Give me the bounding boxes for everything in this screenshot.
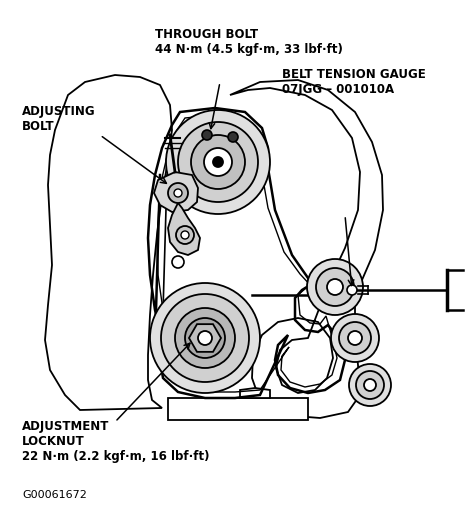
Circle shape — [161, 294, 249, 382]
Polygon shape — [168, 203, 200, 255]
Text: G00061672: G00061672 — [22, 490, 87, 500]
Circle shape — [331, 314, 379, 362]
Circle shape — [178, 122, 258, 202]
Circle shape — [307, 259, 363, 315]
Circle shape — [339, 322, 371, 354]
Circle shape — [150, 283, 260, 393]
Polygon shape — [189, 324, 221, 352]
Circle shape — [198, 331, 212, 345]
Circle shape — [168, 183, 188, 203]
Circle shape — [185, 318, 225, 358]
Text: THROUGH BOLT
44 N·m (4.5 kgf·m, 33 lbf·ft): THROUGH BOLT 44 N·m (4.5 kgf·m, 33 lbf·f… — [155, 28, 343, 56]
Circle shape — [175, 308, 235, 368]
Polygon shape — [45, 75, 172, 410]
Circle shape — [166, 110, 270, 214]
Circle shape — [174, 189, 182, 197]
Circle shape — [172, 256, 184, 268]
Circle shape — [347, 285, 357, 295]
Circle shape — [176, 226, 194, 244]
Circle shape — [348, 331, 362, 345]
Circle shape — [213, 157, 223, 167]
Circle shape — [195, 328, 215, 348]
Text: ADJUSTMENT
LOCKNUT
22 N·m (2.2 kgf·m, 16 lbf·ft): ADJUSTMENT LOCKNUT 22 N·m (2.2 kgf·m, 16… — [22, 420, 210, 463]
Circle shape — [349, 364, 391, 406]
Circle shape — [228, 132, 238, 142]
Polygon shape — [154, 172, 198, 212]
Circle shape — [364, 379, 376, 391]
Circle shape — [316, 268, 354, 306]
Circle shape — [356, 371, 384, 399]
Circle shape — [204, 148, 232, 176]
Text: BELT TENSION GAUGE
07JGG – 001010A: BELT TENSION GAUGE 07JGG – 001010A — [282, 68, 426, 96]
FancyBboxPatch shape — [168, 398, 308, 420]
Polygon shape — [240, 388, 270, 398]
Circle shape — [202, 130, 212, 140]
Circle shape — [191, 135, 245, 189]
Polygon shape — [230, 80, 383, 418]
Circle shape — [199, 332, 211, 344]
Circle shape — [181, 231, 189, 239]
Text: ADJUSTING
BOLT: ADJUSTING BOLT — [22, 105, 96, 133]
Circle shape — [327, 279, 343, 295]
